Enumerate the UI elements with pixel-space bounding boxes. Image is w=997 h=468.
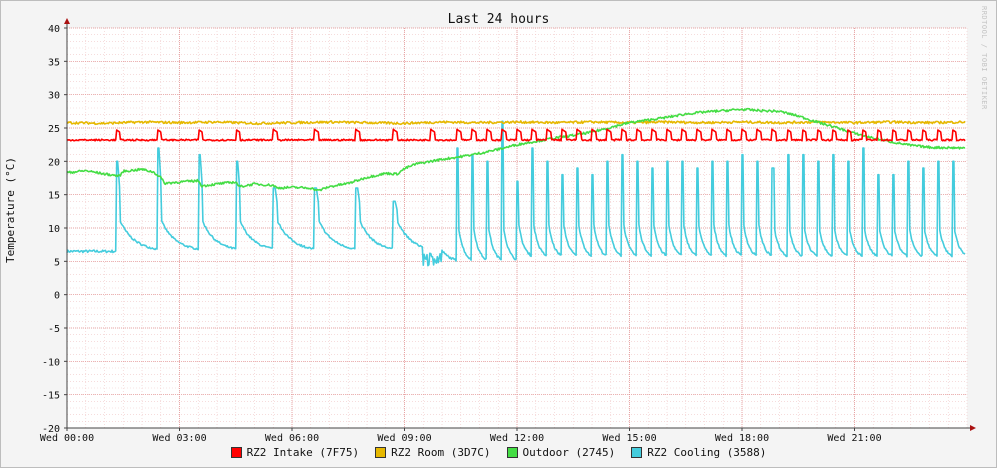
series-line-0 — [66, 128, 966, 142]
chart-title: Last 24 hours — [447, 12, 550, 27]
legend-label: Outdoor (2745) — [522, 446, 616, 459]
plot-area: -20 -15 -10 -5 0 5 10 15 20 25 30 35 40 Wed 00:00 Wed … — [40, 18, 976, 444]
y-tick-label: 0 — [54, 291, 60, 302]
legend-item: RZ2 Room (3D7C) — [375, 446, 491, 459]
series-line-2 — [66, 107, 966, 192]
x-axis-arrow — [970, 425, 976, 431]
y-tick-label: 5 — [54, 257, 60, 268]
legend-swatch — [506, 447, 518, 458]
watermark: RRDTOOL / TOBI OETIKER — [980, 6, 988, 110]
y-tick-label: 30 — [48, 91, 60, 102]
y-tick-label: 25 — [48, 124, 60, 135]
legend-label: RZ2 Intake (7F75) — [246, 446, 360, 459]
y-axis-arrow — [64, 18, 70, 24]
legend: RZ2 Intake (7F75) RZ2 Room (3D7C) Outdoor … — [0, 446, 997, 459]
x-tick-label: Wed 06:00 — [265, 433, 319, 444]
legend-swatch — [375, 447, 387, 458]
x-tick-label: Wed 03:00 — [152, 433, 206, 444]
y-tick-label: 35 — [48, 57, 60, 68]
legend-swatch — [230, 447, 242, 458]
y-tick-label: -10 — [42, 357, 60, 368]
series-line-3 — [66, 120, 966, 267]
y-tick-label: 10 — [48, 224, 60, 235]
x-tick-label: Wed 21:00 — [827, 433, 881, 444]
tick-labels: -20 -15 -10 -5 0 5 10 15 20 25 30 35 40 Wed 00:00 Wed … — [40, 24, 882, 444]
x-tick-label: Wed 00:00 — [40, 433, 94, 444]
y-tick-label: -5 — [48, 324, 60, 335]
legend-item: RZ2 Cooling (3588) — [631, 446, 766, 459]
x-tick-label: Wed 18:00 — [715, 433, 769, 444]
legend-item: Outdoor (2745) — [506, 446, 616, 459]
y-tick-label: -20 — [42, 424, 60, 435]
y-tick-label: -15 — [42, 391, 60, 402]
legend-label: RZ2 Cooling (3588) — [647, 446, 767, 459]
legend-swatch — [631, 447, 643, 458]
legend-label: RZ2 Room (3D7C) — [391, 446, 491, 459]
y-tick-label: 20 — [48, 157, 60, 168]
x-tick-label: Wed 12:00 — [490, 433, 544, 444]
y-tick-label: 40 — [48, 24, 60, 35]
axes — [64, 18, 976, 431]
y-tick-label: 15 — [48, 191, 60, 202]
series-layer — [66, 107, 966, 267]
legend-item: RZ2 Intake (7F75) — [230, 446, 360, 459]
x-tick-label: Wed 09:00 — [377, 433, 431, 444]
x-tick-label: Wed 15:00 — [602, 433, 656, 444]
